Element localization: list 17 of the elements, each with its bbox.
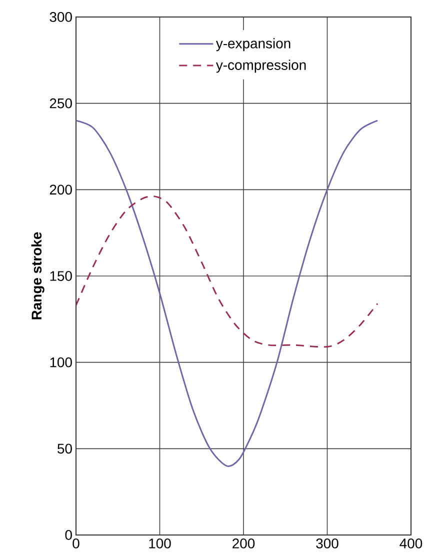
y-tick-label: 0 xyxy=(65,530,72,540)
x-tick-label: 0 xyxy=(72,538,80,548)
line-series xyxy=(76,196,378,348)
legend-label: y-compression xyxy=(216,60,306,73)
x-tick-label: 200 xyxy=(232,538,255,548)
x-tick-label: 400 xyxy=(400,538,422,548)
x-tick-label: 100 xyxy=(149,538,171,548)
y-axis-title: Range stroke xyxy=(31,232,44,320)
x-tick-label: 300 xyxy=(316,538,338,548)
y-tick-label: 100 xyxy=(50,357,72,368)
y-tick-label: 300 xyxy=(50,12,72,22)
line-series xyxy=(76,120,378,467)
legend-label: y-expansion xyxy=(216,38,290,52)
y-tick-label: 150 xyxy=(50,271,72,281)
y-tick-label: 50 xyxy=(58,444,72,454)
y-tick-label: 250 xyxy=(50,98,72,108)
y-tick-label: 200 xyxy=(50,184,72,195)
